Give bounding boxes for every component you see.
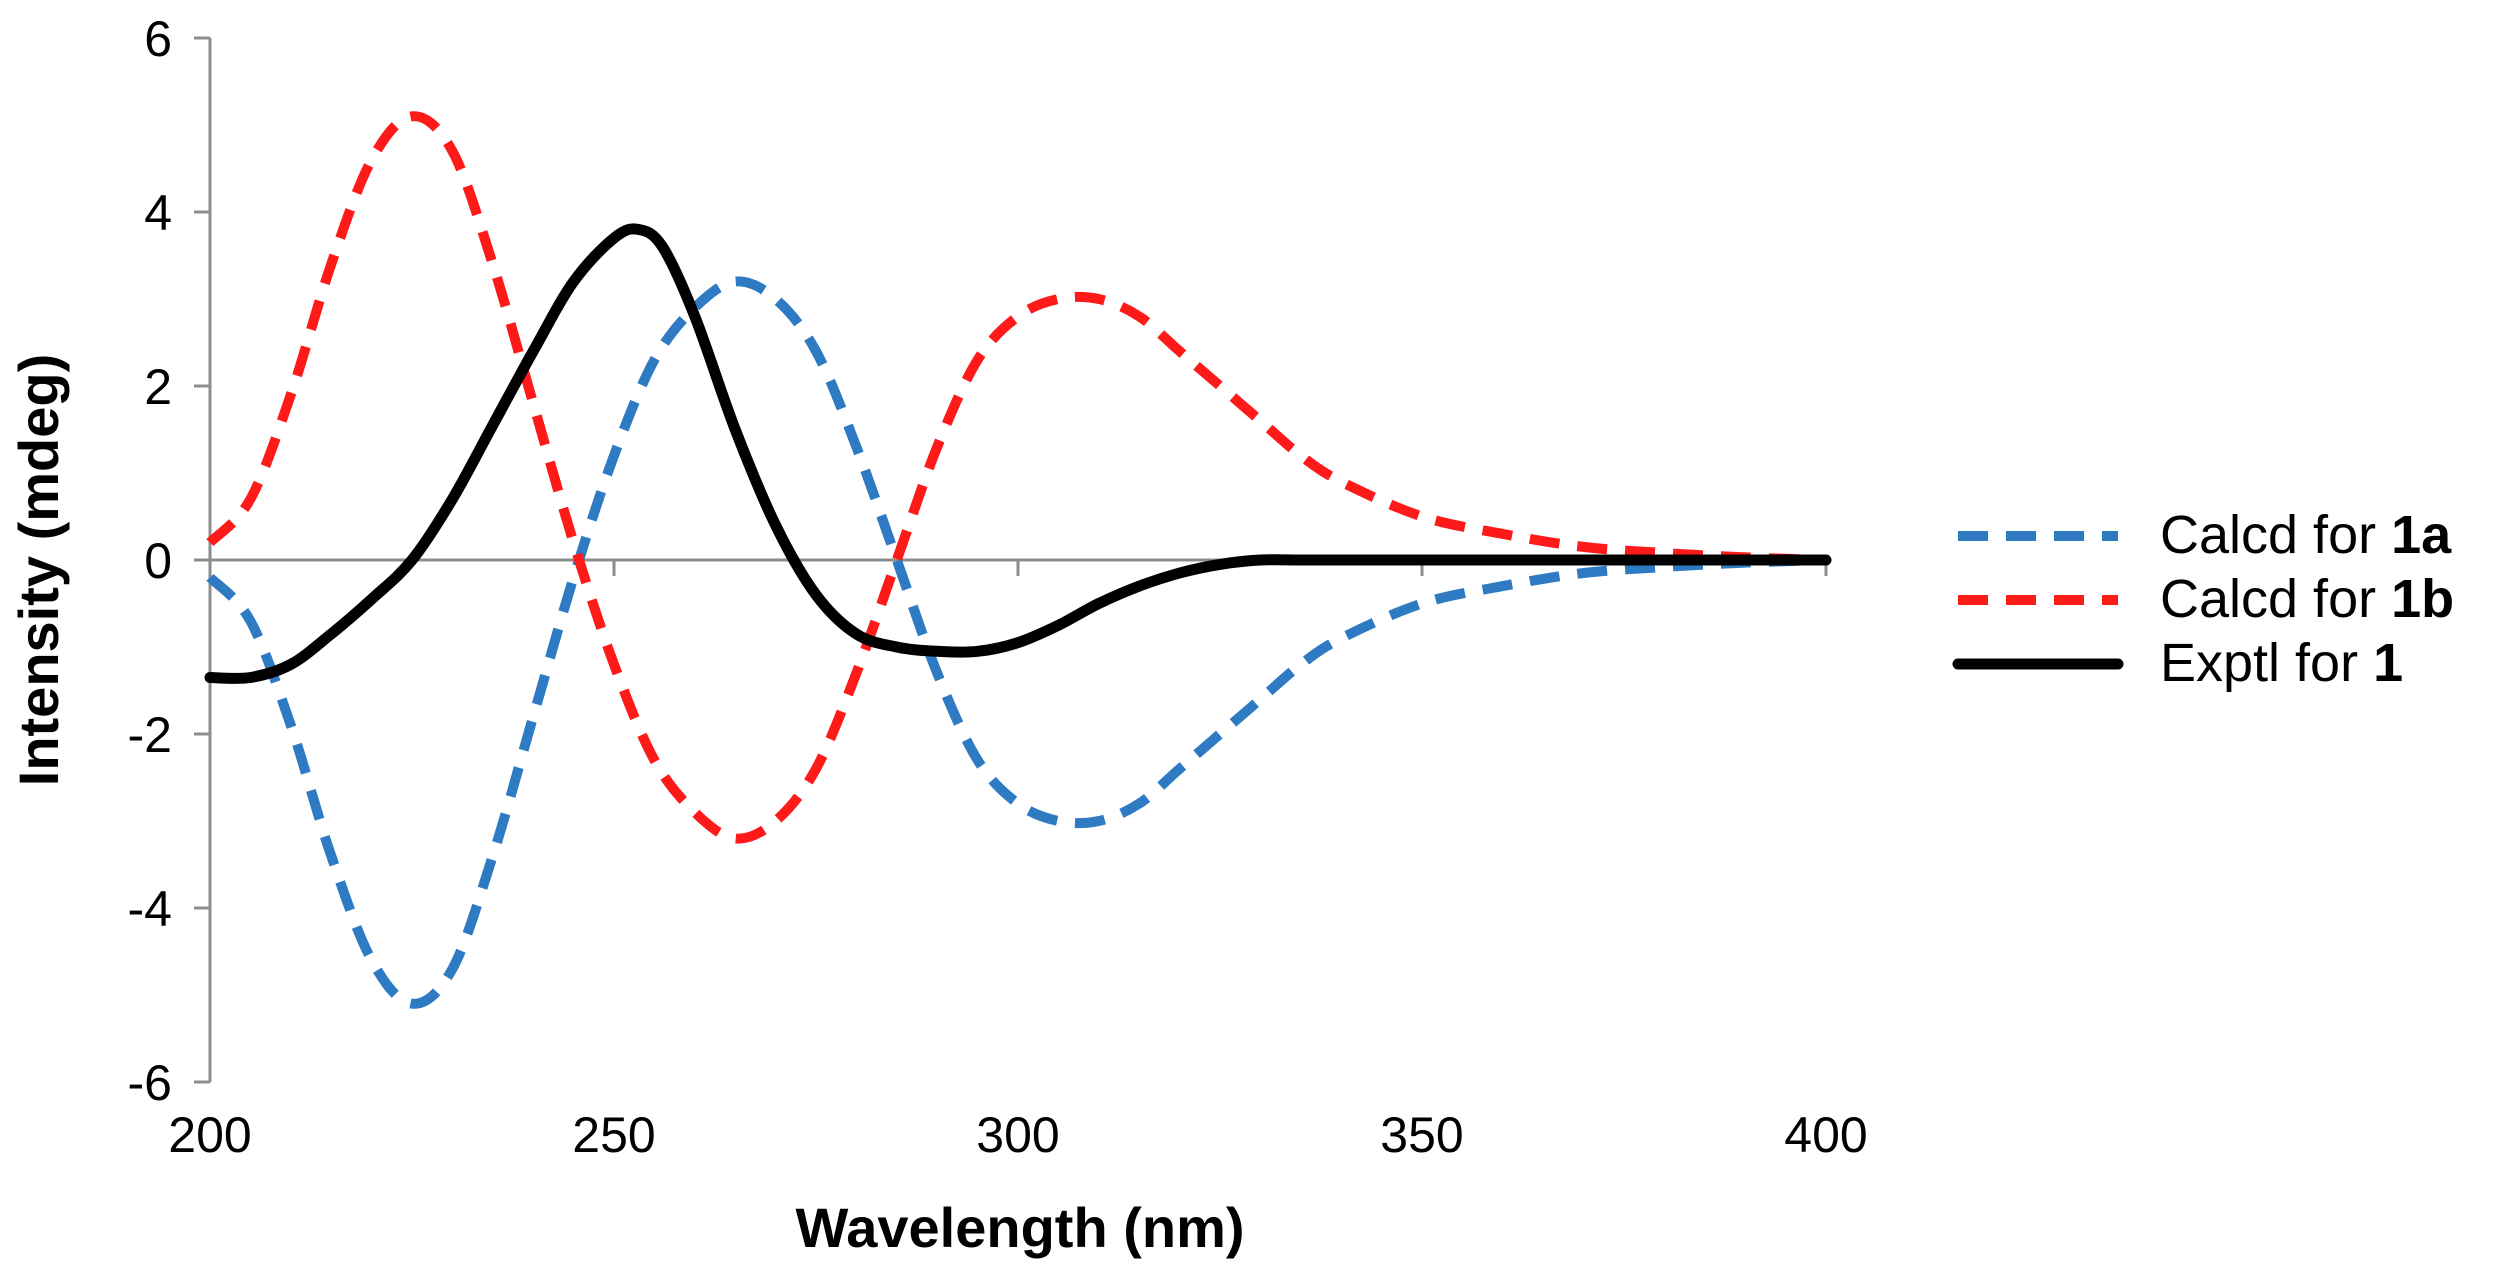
legend-label: Calcd for 1a (2160, 505, 2452, 565)
legend-label: Exptl for 1 (2160, 633, 2403, 693)
legend-item-1a: Calcd for 1a (1958, 505, 2452, 565)
x-tick-label: 350 (1380, 1107, 1463, 1163)
x-tick-label: 250 (572, 1107, 655, 1163)
tick-labels-group: -6 -4 -2 0 2 4 6 200 250 300 350 400 (128, 11, 1868, 1163)
y-tick-label: 6 (144, 11, 172, 67)
legend-item-1b: Calcd for 1b (1958, 569, 2454, 629)
y-tick-label: -6 (128, 1055, 172, 1111)
y-tick-label: 4 (144, 185, 172, 241)
legend-item-exptl-1: Exptl for 1 (1952, 633, 2403, 693)
x-axis-title: Wavelength (nm) (795, 1196, 1244, 1259)
y-axis-title: Intensity (mdeg) (7, 354, 70, 786)
x-tick-label: 400 (1784, 1107, 1867, 1163)
y-tick-label: 0 (144, 533, 172, 589)
legend-label: Calcd for 1b (2160, 569, 2454, 629)
y-tick-label: -4 (128, 881, 172, 937)
series-line-exptl-1 (204, 223, 1832, 684)
x-tick-label: 300 (976, 1107, 1059, 1163)
series-group (204, 111, 1832, 1009)
y-tick-label: -2 (128, 707, 172, 763)
y-tick-label: 2 (144, 359, 172, 415)
x-tick-label: 200 (168, 1107, 251, 1163)
series-line-1b (206, 111, 1827, 844)
series-line-1a (206, 276, 1827, 1009)
